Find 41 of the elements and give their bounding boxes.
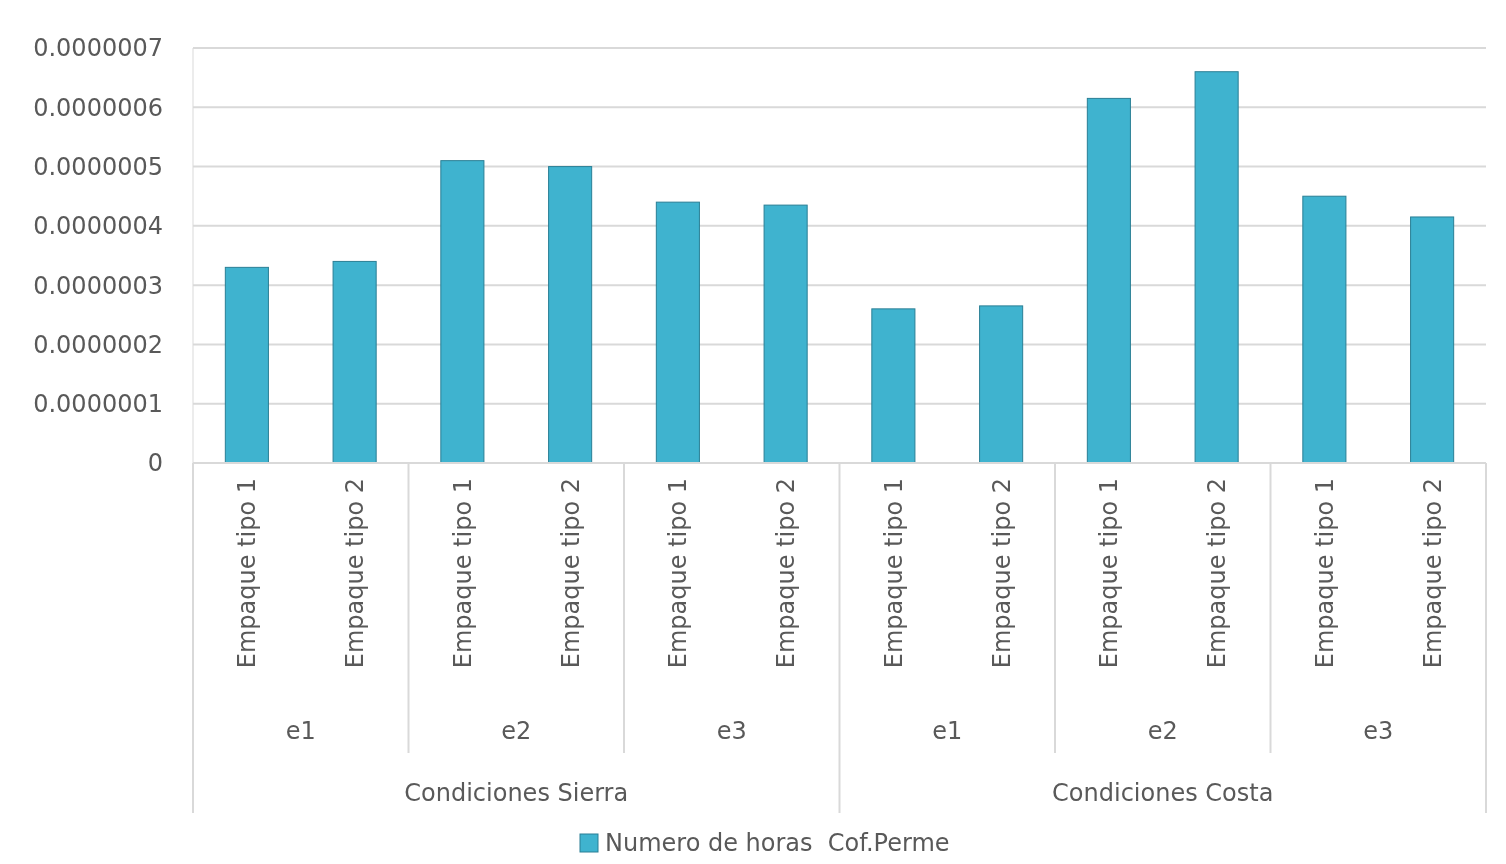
text: Condiciones Sierra — [404, 779, 629, 808]
x-tick-label: Empaque tipo 1 — [879, 478, 908, 669]
bar — [871, 308, 916, 464]
bar — [332, 260, 377, 464]
y-tick-label: 0.0000002 — [33, 330, 163, 359]
bar — [224, 266, 269, 464]
text: e3 — [716, 717, 747, 746]
x-tick-label: Empaque tipo 2 — [1418, 478, 1447, 669]
x-tick-label: Empaque tipo 1 — [1310, 478, 1339, 669]
text: e1 — [932, 717, 963, 746]
bar — [440, 160, 485, 464]
bar — [1302, 195, 1347, 464]
x-tick-label: Empaque tipo 2 — [341, 478, 370, 669]
text: Condiciones Costa — [1052, 779, 1274, 808]
x-tick-label: Empaque tipo 2 — [772, 478, 801, 669]
text: e2 — [1147, 717, 1178, 746]
bar — [763, 204, 808, 464]
x-tick-label: Empaque tipo 1 — [664, 478, 693, 669]
bar — [548, 166, 593, 464]
y-tick-label: 0 — [147, 449, 163, 478]
x-tick-label: Empaque tipo 2 — [1203, 478, 1232, 669]
y-tick-label: 0.0000004 — [33, 212, 163, 241]
y-tick-label: 0.0000007 — [33, 34, 163, 63]
text: e2 — [501, 717, 532, 746]
bar — [655, 201, 700, 464]
bar — [1086, 97, 1131, 464]
y-tick-label: 0.0000006 — [33, 93, 163, 122]
legend-label: Numero de horas Cof.Perme — [605, 829, 950, 858]
x-tick-label: Empaque tipo 2 — [987, 478, 1016, 669]
x-tick-label: Empaque tipo 2 — [556, 478, 585, 669]
x-tick-label: Empaque tipo 1 — [233, 478, 262, 669]
y-tick-label: 0.0000005 — [33, 152, 163, 181]
y-tick-label: 0.0000003 — [33, 271, 163, 300]
bar — [1194, 71, 1239, 464]
text: e1 — [285, 717, 316, 746]
bar — [979, 305, 1024, 464]
y-tick-label: 0.0000001 — [33, 390, 163, 419]
bar — [1410, 216, 1455, 464]
text: e3 — [1363, 717, 1394, 746]
x-tick-label: Empaque tipo 1 — [1095, 478, 1124, 669]
x-tick-label: Empaque tipo 1 — [448, 478, 477, 669]
